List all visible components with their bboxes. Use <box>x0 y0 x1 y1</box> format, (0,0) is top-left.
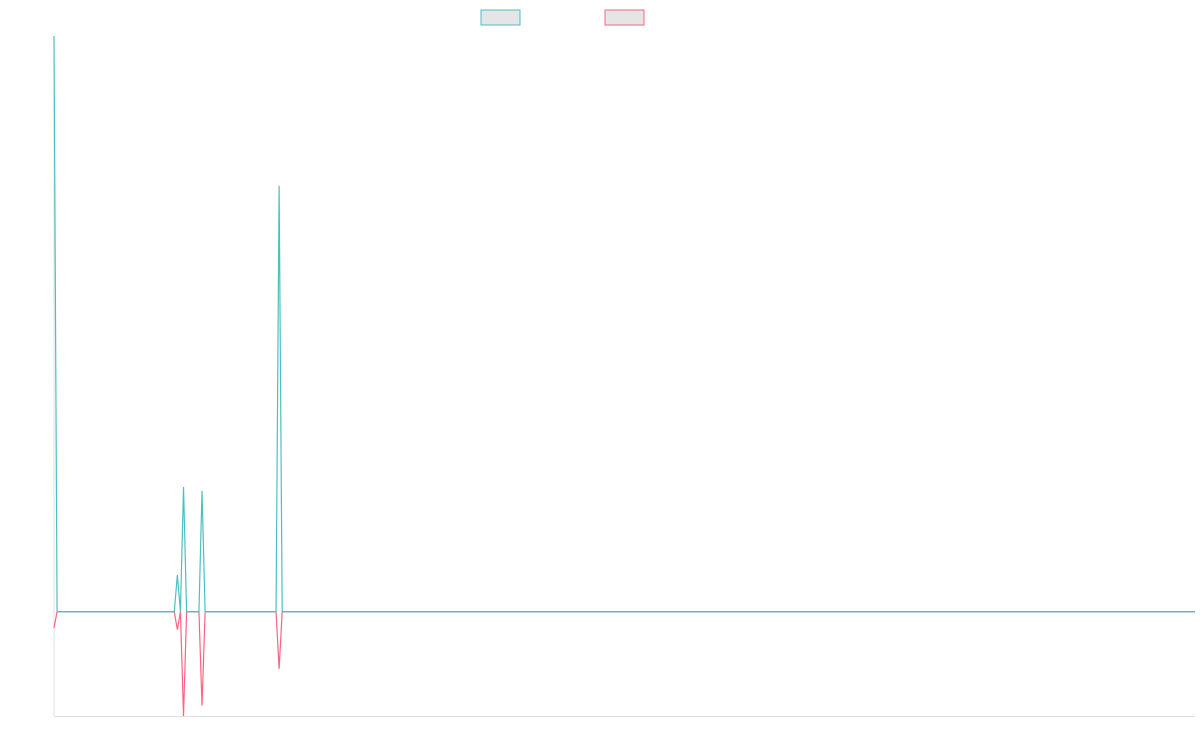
legend <box>480 9 645 26</box>
series-line-2 <box>53 611 1195 717</box>
series-line-1 <box>53 35 1195 613</box>
legend-swatch-1[interactable] <box>480 9 521 26</box>
legend-swatch-2[interactable] <box>604 9 645 26</box>
